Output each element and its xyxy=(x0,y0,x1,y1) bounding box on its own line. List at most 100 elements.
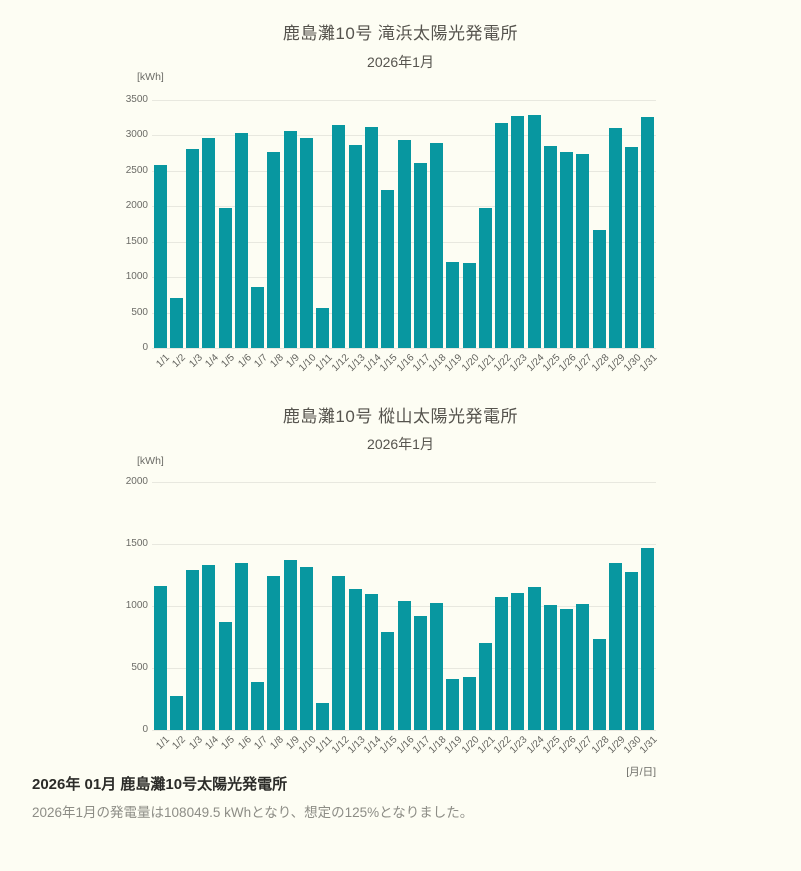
bar-1/22 xyxy=(495,122,509,348)
bar-1/11 xyxy=(316,307,330,348)
bar-1/20 xyxy=(462,263,476,348)
bar-1/28 xyxy=(592,230,606,348)
takihama-x-axis: 1/1 1/2 1/3 1/4 1/5 1/6 1/7 1/8 1/9 1/10 1/11 1/12 1… xyxy=(152,348,660,382)
y-tick-label: 3000 xyxy=(125,129,148,141)
bar-1/27 xyxy=(576,604,590,730)
bar-1/24 xyxy=(527,115,541,348)
bar-1/13 xyxy=(348,145,362,348)
gridline xyxy=(152,544,656,545)
y-tick-label: 1000 xyxy=(125,600,148,611)
bar-1/24 xyxy=(527,586,541,730)
y-tick-label: 2000 xyxy=(125,200,148,212)
report-footer-title: 2026年 01月 鹿島灘10号太陽光発電所 xyxy=(32,776,288,793)
bar-1/18 xyxy=(430,142,444,348)
bar-1/5 xyxy=(218,622,232,730)
bar-1/26 xyxy=(560,609,574,730)
bar-1/9 xyxy=(283,130,297,348)
y-tick-label: 1500 xyxy=(125,235,148,247)
bar-1/29 xyxy=(608,128,622,348)
bar-1/25 xyxy=(543,604,557,730)
bar-1/13 xyxy=(348,588,362,730)
bar-1/6 xyxy=(234,562,248,730)
bar-1/4 xyxy=(202,565,216,730)
bar-1/18 xyxy=(430,602,444,730)
takihama-y-unit-label: [kWh] xyxy=(137,71,164,83)
momiyama-chart-subtitle: 2026年1月 xyxy=(367,436,434,452)
bar-1/23 xyxy=(511,115,525,348)
y-tick-label: 1000 xyxy=(125,271,148,283)
x-tick-label: 1/31 xyxy=(638,734,660,756)
takihama-y-axis: 0 500 1000 1500 2000 2500 3000 3500 xyxy=(58,94,148,353)
momiyama-plot-area xyxy=(152,482,656,731)
gridline xyxy=(152,100,656,101)
bar-1/19 xyxy=(446,678,460,730)
bar-1/21 xyxy=(478,642,492,730)
bar-1/7 xyxy=(251,287,265,348)
bar-1/20 xyxy=(462,677,476,730)
bar-1/16 xyxy=(397,601,411,730)
bar-1/2 xyxy=(169,695,183,730)
y-tick-label: 1500 xyxy=(125,538,148,549)
bar-1/27 xyxy=(576,153,590,348)
x-tick-label: 1/2 xyxy=(170,734,189,752)
bar-1/31 xyxy=(641,548,655,730)
x-tick-label: 1/6 xyxy=(235,352,254,370)
momiyama-y-unit-label: [kWh] xyxy=(137,455,164,467)
y-tick-label: 2000 xyxy=(125,476,148,487)
bar-1/14 xyxy=(364,594,378,730)
bar-1/30 xyxy=(625,146,639,348)
x-tick-label: 1/5 xyxy=(219,734,238,752)
bar-1/17 xyxy=(413,163,427,348)
bar-1/22 xyxy=(495,596,509,730)
bar-1/1 xyxy=(153,165,167,348)
gridline xyxy=(152,135,656,137)
y-tick-label: 2500 xyxy=(125,164,148,176)
gridline xyxy=(152,348,656,349)
bar-1/12 xyxy=(332,576,346,730)
bar-1/19 xyxy=(446,261,460,348)
takihama-chart-subtitle: 2026年1月 xyxy=(367,54,434,70)
x-tick-label: 1/5 xyxy=(219,352,238,370)
bar-1/12 xyxy=(332,124,346,348)
report-footer-summary: 2026年1月の発電量は108049.5 kWhとなり、想定の125%となりまし… xyxy=(32,805,474,820)
bar-1/26 xyxy=(560,152,574,348)
bar-1/29 xyxy=(608,563,622,730)
y-tick-label: 500 xyxy=(131,662,148,673)
x-tick-label: 1/31 xyxy=(638,352,660,374)
bar-1/2 xyxy=(169,298,183,348)
x-tick-label: 1/2 xyxy=(170,352,189,370)
bar-1/7 xyxy=(251,681,265,730)
gridline xyxy=(152,482,656,483)
bar-1/3 xyxy=(186,570,200,730)
bar-1/28 xyxy=(592,639,606,730)
y-tick-label: 3500 xyxy=(125,94,148,105)
bar-1/17 xyxy=(413,615,427,730)
bar-1/8 xyxy=(267,576,281,730)
bar-1/5 xyxy=(218,207,232,348)
bar-1/15 xyxy=(381,190,395,348)
bar-1/21 xyxy=(478,208,492,348)
takihama-chart-title: 鹿島灘10号 滝浜太陽光発電所 xyxy=(282,24,519,43)
bar-1/3 xyxy=(186,149,200,348)
y-tick-label: 500 xyxy=(131,306,148,318)
gridline xyxy=(152,730,656,731)
bar-1/30 xyxy=(625,571,639,730)
momiyama-y-axis: 0 500 1000 1500 2000 xyxy=(58,476,148,735)
momiyama-chart-title: 鹿島灘10号 樅山太陽光発電所 xyxy=(282,407,519,426)
bar-1/25 xyxy=(543,145,557,348)
bar-1/10 xyxy=(299,137,313,348)
bar-1/4 xyxy=(202,137,216,348)
bar-1/11 xyxy=(316,702,330,730)
x-tick-label: 1/6 xyxy=(235,734,254,752)
x-axis-unit-label: [月/日] xyxy=(626,766,656,778)
bar-1/15 xyxy=(381,632,395,730)
bar-1/10 xyxy=(299,566,313,730)
y-tick-label: 0 xyxy=(142,342,148,353)
bar-1/8 xyxy=(267,152,281,348)
y-tick-label: 0 xyxy=(142,724,148,735)
bar-1/31 xyxy=(641,117,655,348)
takihama-plot-area xyxy=(152,100,656,349)
bar-1/9 xyxy=(283,560,297,730)
bar-1/1 xyxy=(153,586,167,730)
